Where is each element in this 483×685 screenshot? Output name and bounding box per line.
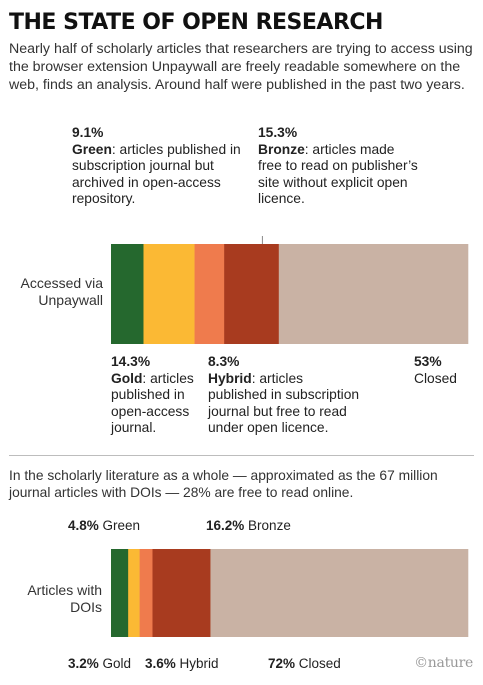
callout-bronze-desc: : articles made free to read on publishe… <box>258 141 418 207</box>
label-green-2-name: Green <box>102 518 141 533</box>
bar2-segment-green <box>111 549 129 637</box>
callout-hybrid-name: Hybrid <box>208 370 252 386</box>
callout-closed-pct: 53% <box>414 354 442 369</box>
stacked-bar-unpaywall <box>111 244 469 344</box>
bar1-segment-gold <box>143 244 195 344</box>
section2-text: In the scholarly literature as a whole —… <box>9 468 438 500</box>
label-hybrid-2-pct: 3.6% <box>145 656 176 671</box>
bar1-segment-bronze <box>224 244 280 344</box>
chart-title: THE STATE OF OPEN RESEARCH <box>9 10 383 35</box>
callout-gold-1: 14.3% Gold: articles published in open-a… <box>111 354 206 437</box>
callout-bronze-pct: 15.3% <box>258 125 298 140</box>
label-gold-2-pct: 3.2% <box>68 656 99 671</box>
callout-gold-pct: 14.3% <box>111 354 151 369</box>
row-label-dois: Articles with DOIs <box>27 582 102 615</box>
stacked-bar-dois <box>111 549 469 637</box>
bar1-segment-hybrid <box>194 244 225 344</box>
bar2-segment-gold <box>128 549 140 637</box>
label-hybrid-2: 3.6% Hybrid <box>145 656 219 672</box>
callout-gold-desc: : articles published in open-access jour… <box>111 370 194 436</box>
callout-hybrid-1: 8.3% Hybrid: articles published in subsc… <box>208 354 360 437</box>
callout-green-pct: 9.1% <box>72 125 104 140</box>
label-bronze-2: 16.2% Bronze <box>206 518 291 534</box>
callout-bronze-1: 15.3% Bronze: articles made free to read… <box>258 125 418 208</box>
bar1-segment-green <box>111 244 144 344</box>
label-closed-2-pct: 72% <box>268 656 296 671</box>
chart-subtitle: Nearly half of scholarly articles that r… <box>9 41 473 93</box>
callout-green-name: Green <box>72 141 112 157</box>
label-closed-2-name: Closed <box>298 656 341 671</box>
bar2-segment-hybrid <box>139 549 153 637</box>
bar2-segment-closed <box>210 549 469 637</box>
label-green-2: 4.8% Green <box>68 518 140 534</box>
bar2-segment-bronze <box>152 549 211 637</box>
callout-hybrid-pct: 8.3% <box>208 354 240 369</box>
callout-closed-desc: Closed <box>414 370 457 386</box>
callout-bronze-name: Bronze <box>258 141 305 157</box>
label-bronze-2-name: Bronze <box>248 518 291 533</box>
row-label-unpaywall: Accessed via Unpaywall <box>20 275 103 308</box>
label-green-2-pct: 4.8% <box>68 518 99 533</box>
label-bronze-2-pct: 16.2% <box>206 518 245 533</box>
label-closed-2: 72% Closed <box>268 656 341 672</box>
section-divider <box>9 455 474 456</box>
nature-logo: ©nature <box>414 655 473 671</box>
label-gold-2: 3.2% Gold <box>68 656 131 672</box>
callout-green-desc: : articles published in subscription jou… <box>72 141 241 207</box>
callout-gold-name: Gold <box>111 370 143 386</box>
label-hybrid-2-name: Hybrid <box>179 656 219 671</box>
callout-hybrid-desc: : articles published in subscription jou… <box>208 370 360 436</box>
callout-green-1: 9.1% Green: articles published in subscr… <box>72 125 252 208</box>
label-gold-2-name: Gold <box>102 656 132 671</box>
callout-closed-1: 53% Closed <box>414 354 476 387</box>
bar1-segment-closed <box>278 244 469 344</box>
